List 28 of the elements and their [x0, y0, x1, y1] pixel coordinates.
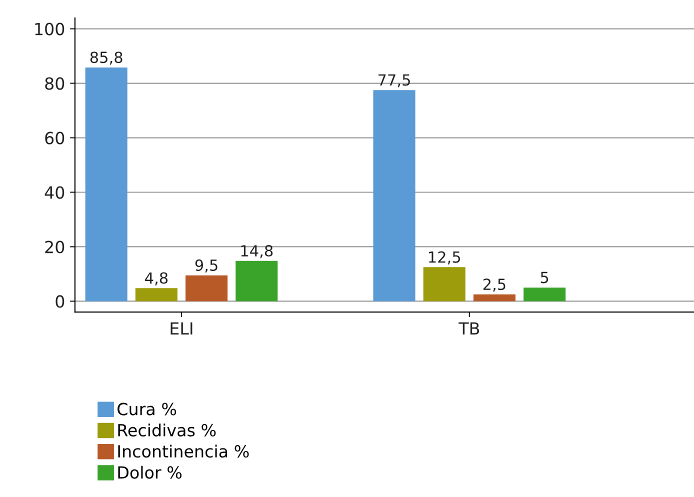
- data-label: 85,8: [90, 52, 122, 65]
- bar: [85, 67, 128, 302]
- bar: [423, 267, 466, 302]
- y-tick-label: 0: [56, 295, 64, 308]
- bar: [473, 294, 516, 302]
- bar: [186, 275, 228, 302]
- bar: [373, 90, 416, 302]
- data-label: 2,5: [483, 278, 506, 292]
- legend-label: Recidivas %: [118, 424, 216, 437]
- y-tick-label: 20: [45, 240, 64, 254]
- x-tick-label: ELI: [170, 322, 192, 334]
- legend-label: Incontinencia %: [118, 444, 249, 458]
- x-tick-label: TB: [458, 322, 480, 334]
- bar: [236, 260, 278, 302]
- data-label: 4,8: [145, 272, 168, 286]
- y-tick-label: 80: [45, 77, 64, 90]
- legend-label: Cura %: [118, 402, 176, 416]
- data-label: 77,5: [378, 74, 410, 88]
- data-label: 14,8: [241, 244, 273, 258]
- bar: [135, 288, 178, 302]
- data-label: 5: [540, 272, 548, 284]
- y-tick-label: 40: [44, 186, 64, 199]
- legend-label: Dolor %: [118, 466, 182, 479]
- bar: [524, 288, 566, 302]
- data-label: 12,5: [429, 251, 460, 264]
- y-tick-label: 60: [45, 132, 64, 144]
- data-label: 9,5: [195, 259, 218, 273]
- y-tick-label: 100: [35, 22, 64, 36]
